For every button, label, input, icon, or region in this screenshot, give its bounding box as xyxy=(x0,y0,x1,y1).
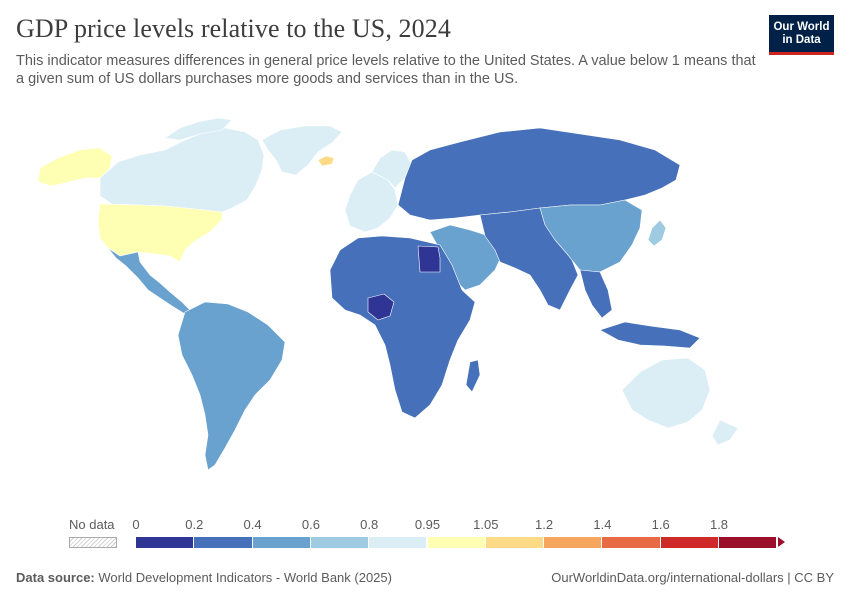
legend-tick-label: 0 xyxy=(132,517,140,532)
legend-bin[interactable] xyxy=(252,537,311,548)
legend-bin[interactable] xyxy=(719,537,778,548)
map-region-iceland[interactable] xyxy=(317,155,335,167)
legend-tick-label: 0.8 xyxy=(360,517,379,532)
legend-bin[interactable] xyxy=(544,537,603,548)
map-region-australia[interactable] xyxy=(621,357,711,429)
legend-no-data-swatch[interactable] xyxy=(69,537,117,548)
legend-tick-label: 0.6 xyxy=(301,517,320,532)
legend-overflow-arrow xyxy=(778,537,785,547)
map-region-africa[interactable] xyxy=(329,235,476,419)
legend-bin[interactable] xyxy=(369,537,428,548)
map-region-nigeria[interactable] xyxy=(367,293,395,321)
data-source: Data source: World Development Indicator… xyxy=(16,570,392,585)
legend-tick-label: 1.2 xyxy=(535,517,554,532)
legend-bin[interactable] xyxy=(485,537,545,548)
chart-url-license[interactable]: OurWorldinData.org/international-dollars… xyxy=(551,570,834,585)
map-region-new-zealand[interactable] xyxy=(711,419,739,446)
map-region-canada-islands[interactable] xyxy=(164,117,233,141)
legend-bin[interactable] xyxy=(427,537,486,548)
data-source-label: Data source: xyxy=(16,570,95,585)
map-region-usa[interactable] xyxy=(97,203,223,263)
map-region-russia[interactable] xyxy=(397,127,681,221)
legend-no-data-label: No data xyxy=(69,517,115,532)
map-region-south-america[interactable] xyxy=(177,301,286,471)
legend-tick-label: 1.6 xyxy=(651,517,670,532)
map-region-western-europe[interactable] xyxy=(344,171,399,233)
map-region-greenland[interactable] xyxy=(261,125,343,176)
legend-bin[interactable] xyxy=(310,537,370,548)
map-region-egypt[interactable] xyxy=(417,245,441,273)
map-region-alaska[interactable] xyxy=(37,147,113,187)
legend-bin[interactable] xyxy=(136,537,195,548)
map-region-southeast-asia[interactable] xyxy=(579,269,613,319)
legend-tick-label: 0.95 xyxy=(414,517,441,532)
legend-tick-label: 1.05 xyxy=(473,517,499,532)
map-region-china[interactable] xyxy=(539,199,643,273)
logo-line-1: Our World xyxy=(773,20,830,33)
map-region-japan[interactable] xyxy=(647,219,667,247)
chart-subtitle: This indicator measures differences in g… xyxy=(16,53,756,87)
owid-logo[interactable]: Our World in Data xyxy=(769,15,834,55)
legend-tick-label: 1.8 xyxy=(709,517,729,532)
legend-bin[interactable] xyxy=(194,537,253,548)
legend-bin[interactable] xyxy=(660,537,719,548)
world-map[interactable] xyxy=(0,100,850,510)
legend-bin[interactable] xyxy=(602,537,661,548)
chart-title: GDP price levels relative to the US, 202… xyxy=(16,14,451,43)
legend-tick-label: 1.4 xyxy=(593,517,612,532)
logo-line-2: in Data xyxy=(782,33,821,46)
legend-tick-label: 0.2 xyxy=(185,517,204,532)
legend-tick-label: 0.4 xyxy=(243,517,262,532)
map-region-canada[interactable] xyxy=(99,127,265,213)
data-source-link[interactable]: World Development Indicators - World Ban… xyxy=(98,570,392,585)
map-region-indonesia[interactable] xyxy=(599,321,701,349)
map-region-madagascar[interactable] xyxy=(465,359,481,393)
